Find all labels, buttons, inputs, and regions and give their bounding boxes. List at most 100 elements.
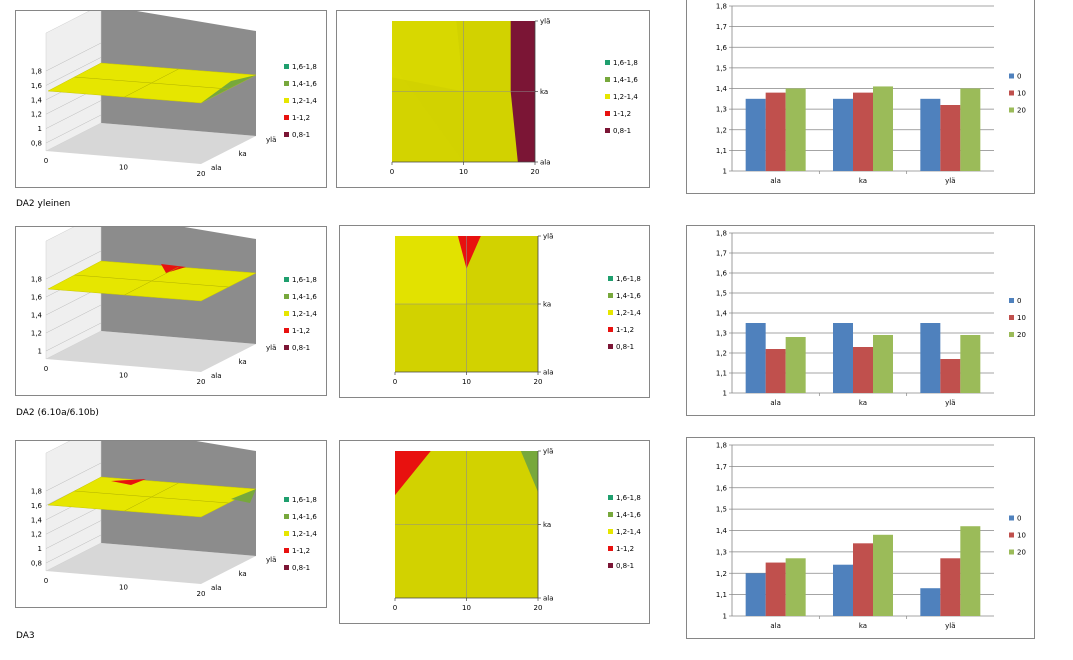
contour-band-1 [520,451,538,493]
z-tick-label: 1,4 [31,516,43,524]
caption-row-2: DA2 (6.10a/6.10b) [16,408,99,418]
surface-gridline [74,490,229,504]
legend-label: 0,8-1 [292,564,310,572]
contour-chart-1: 0 10 20 ala ka ylä 1,6-1,8 1,4-1,6 1,2-1,4 1-1,2 0… [336,10,650,188]
x-tick-label: 0 [44,157,48,165]
z-gridline [45,534,102,564]
contour-band-0 [457,236,481,269]
bar-ylä-0 [920,323,941,393]
x-tick-label: ka [859,399,867,407]
legend-label: 1,4-1,6 [292,293,317,301]
x-tick-label: ala [770,177,781,185]
y-tick-label: 1,5 [716,506,727,514]
y-tick-label: 1,1 [716,370,727,378]
bar-ka-20 [873,335,893,393]
x-tick-label: 10 [119,164,128,172]
x-tick-label: 10 [459,168,468,176]
legend: 0 10 20 [1009,515,1026,557]
bar-ylä-20 [960,88,981,171]
legend-swatch [284,115,289,120]
z-tick-label: 1,6 [31,502,43,510]
x-tick-label: 0 [390,168,394,176]
y-tick-label: ylä [266,344,276,352]
legend-swatch [284,497,289,502]
legend-label-20: 20 [1017,549,1026,557]
bar-ala-10 [765,562,786,616]
bar-ka-20 [873,534,893,616]
legend-label: 1-1,2 [292,327,310,335]
legend-swatch [284,98,289,103]
y-tick-label: ka [543,301,551,309]
x-tick-label: 20 [197,170,206,178]
y-tick-label: 1,4 [716,310,728,318]
floor [46,543,256,584]
y-tick-label: ylä [543,233,553,241]
y-tick-label: ka [239,358,247,366]
bar-ka-10 [853,347,873,393]
floor [46,331,256,372]
bar-ala-20 [785,88,806,171]
legend-swatch [608,310,613,315]
legend: 1,6-1,8 1,4-1,6 1,2-1,4 1-1,2 0,8-1 [284,496,317,572]
legend-label: 1,6-1,8 [292,496,317,504]
z-tick-label: 0,8 [31,560,42,568]
surface-chart-3: 0,8 1 1,2 1,4 1,6 1,8 0 10 20 ala ka ylä 1,6-1,8 1,4-… [15,440,327,608]
y-tick-label: 1,2 [716,126,727,134]
z-gridline [45,520,102,549]
legend-swatch-20 [1009,549,1014,555]
legend-label-0: 0 [1017,515,1021,523]
legend-label: 1,4-1,6 [616,292,641,300]
legend-swatch-20 [1009,107,1014,113]
y-tick-label: ka [543,521,551,529]
legend-label: 0,8-1 [292,344,310,352]
bar-ylä-10 [940,359,961,393]
x-tick-label: 20 [534,378,543,386]
y-tick-label: 1,4 [716,527,728,535]
y-tick-label: 1,8 [716,230,727,238]
y-tick-label: 1,2 [716,350,727,358]
legend-swatch-10 [1009,532,1014,538]
z-tick-label: 1,4 [31,96,43,104]
z-tick-label: 1,4 [31,312,43,320]
surface-band-1-4-1-6 [231,489,256,503]
legend-label: 0,8-1 [616,343,634,351]
legend-swatch [605,128,610,133]
legend-swatch [284,277,289,282]
y-tick-label: ylä [266,136,276,144]
y-tick-label: 1,5 [716,290,727,298]
legend-label: 1,2-1,4 [616,528,641,536]
y-tick-label: ala [540,159,551,167]
z-tick-label: 0,8 [31,140,42,148]
contour-band-0 [395,451,431,496]
legend-label: 1,6-1,8 [613,59,638,67]
legend-swatch [284,311,289,316]
z-gridline [45,57,102,86]
z-gridline [45,304,102,334]
y-tick-label: 1,3 [716,330,727,338]
z-gridline [45,114,102,144]
contour-chart-2: 0 10 20 ala ka ylä 1,6-1,8 1,4-1,6 1,2-1,4 1-1,2 0… [339,225,650,398]
contour-chart-3: 0 10 20 ala ka ylä 1,6-1,8 1,4-1,6 1,2-1,4 1-1,2 0… [339,440,650,624]
legend-label: 1,2-1,4 [292,530,317,538]
z-tick-label: 1,2 [31,111,42,119]
z-tick-label: 1,2 [31,531,42,539]
legend-label-0: 0 [1017,297,1021,305]
legend-swatch [608,512,613,517]
legend-label: 0,8-1 [613,127,631,135]
legend-label: 1-1,2 [616,545,634,553]
bar-ka-0 [833,323,853,393]
x-tick-label: ala [770,399,781,407]
legend-swatch [608,293,613,298]
bar-chart-2: 1 1,1 1,2 1,3 1,4 1,5 1,6 1,7 1,8 ala ka ylä 0 10 20 [686,225,1035,416]
bar-ala-20 [785,337,806,393]
legend-swatch-20 [1009,332,1014,337]
legend-swatch [284,345,289,350]
contour-band-1-2-1-4 [392,21,464,92]
legend-label: 1,2-1,4 [616,309,641,317]
surface-gridline [74,76,229,90]
bar-ala-20 [785,558,806,616]
legend-label-10: 10 [1017,532,1026,540]
legend-swatch [605,94,610,99]
legend-label-20: 20 [1017,107,1026,115]
contour-band-1 [392,21,464,162]
